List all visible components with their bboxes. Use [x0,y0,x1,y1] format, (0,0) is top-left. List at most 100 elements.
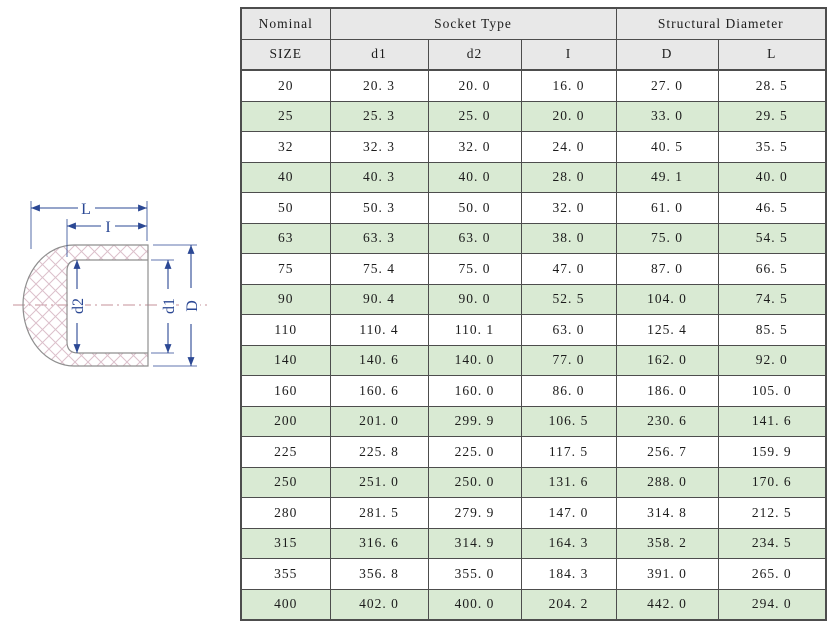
table-cell: 25. 0 [427,100,522,132]
table-cell: 201. 0 [329,405,429,437]
table-cell: 104. 0 [615,283,719,315]
table-cell: 356. 8 [329,558,429,590]
dimension-table: Nominal Socket Type Structural Diameter … [240,7,827,621]
dimension-label-D: D [184,300,201,312]
table-cell: 25 [240,100,331,132]
table-cell: 40. 3 [329,161,429,193]
header-row-groups: Nominal Socket Type Structural Diameter [240,7,827,40]
table-cell: 281. 5 [329,497,429,529]
table-row: 110 110. 4 110. 1 63. 0 125. 4 85. 5 [240,314,827,346]
table-cell: 279. 9 [427,497,522,529]
table-cell: 164. 3 [520,527,617,559]
table-row: 50 50. 3 50. 0 32. 0 61. 0 46. 5 [240,192,827,224]
table-row: 280 281. 5 279. 9 147. 0 314. 8 212. 5 [240,497,827,529]
header-structural-diameter: Structural Diameter [615,7,827,40]
table-cell: 20. 3 [329,69,429,102]
table-cell: 32 [240,131,331,163]
table-row: 400 402. 0 400. 0 204. 2 442. 0 294. 0 [240,588,827,621]
table-cell: 250. 0 [427,466,522,498]
header-row-columns: SIZE d1 d2 I D L [240,38,827,71]
table-cell: 225 [240,436,331,468]
dimension-table-wrap: Nominal Socket Type Structural Diameter … [240,7,827,621]
table-cell: 16. 0 [520,69,617,102]
table-cell: 110. 4 [329,314,429,346]
table-cell: 54. 5 [717,222,827,254]
table-row: 225 225. 8 225. 0 117. 5 256. 7 159. 9 [240,436,827,468]
table-cell: 29. 5 [717,100,827,132]
table-cell: 33. 0 [615,100,719,132]
table-cell: 314. 9 [427,527,522,559]
table-cell: 170. 6 [717,466,827,498]
table-row: 315 316. 6 314. 9 164. 3 358. 2 234. 5 [240,527,827,559]
table-cell: 355 [240,558,331,590]
header-d: D [615,38,719,71]
page: { "colors": { "row-alt": "#d9ead3", "hea… [10,7,827,621]
table-cell: 204. 2 [520,588,617,621]
table-cell: 90. 0 [427,283,522,315]
table-row: 160 160. 6 160. 0 86. 0 186. 0 105. 0 [240,375,827,407]
table-cell: 32. 3 [329,131,429,163]
table-cell: 160 [240,375,331,407]
cap-drawing-svg: L I d2 d1 [13,198,210,367]
table-cell: 86. 0 [520,375,617,407]
table-cell: 50. 3 [329,192,429,224]
table-cell: 40. 0 [717,161,827,193]
table-cell: 75 [240,253,331,285]
table-cell: 27. 0 [615,69,719,102]
table-cell: 105. 0 [717,375,827,407]
dimension-I: I [66,216,147,257]
table-cell: 225. 8 [329,436,429,468]
table-cell: 35. 5 [717,131,827,163]
table-cell: 74. 5 [717,283,827,315]
table-cell: 160. 0 [427,375,522,407]
table-cell: 212. 5 [717,497,827,529]
table-cell: 316. 6 [329,527,429,559]
table-cell: 314. 8 [615,497,719,529]
table-cell: 140. 0 [427,344,522,376]
dimension-d1: d1 [151,259,178,354]
table-cell: 294. 0 [717,588,827,621]
table-cell: 402. 0 [329,588,429,621]
table-row: 90 90. 4 90. 0 52. 5 104. 0 74. 5 [240,283,827,315]
header-i: I [520,38,617,71]
table-cell: 49. 1 [615,161,719,193]
table-cell: 63. 0 [427,222,522,254]
table-cell: 87. 0 [615,253,719,285]
table-cell: 147. 0 [520,497,617,529]
table-cell: 160. 6 [329,375,429,407]
table-cell: 75. 0 [427,253,522,285]
table-cell: 141. 6 [717,405,827,437]
table-cell: 90. 4 [329,283,429,315]
table-cell: 358. 2 [615,527,719,559]
table-cell: 38. 0 [520,222,617,254]
table-cell: 40 [240,161,331,193]
table-cell: 75. 0 [615,222,719,254]
table-cell: 265. 0 [717,558,827,590]
table-cell: 46. 5 [717,192,827,224]
table-row: 250 251. 0 250. 0 131. 6 288. 0 170. 6 [240,466,827,498]
table-cell: 75. 4 [329,253,429,285]
table-cell: 251. 0 [329,466,429,498]
cap-diagram: L I d2 d1 [10,193,225,398]
table-cell: 90 [240,283,331,315]
header-size: SIZE [240,38,331,71]
table-cell: 131. 6 [520,466,617,498]
table-cell: 184. 3 [520,558,617,590]
table-cell: 28. 5 [717,69,827,102]
table-cell: 40. 5 [615,131,719,163]
table-row: 355 356. 8 355. 0 184. 3 391. 0 265. 0 [240,558,827,590]
table-cell: 400 [240,588,331,621]
table-cell: 47. 0 [520,253,617,285]
table-row: 32 32. 3 32. 0 24. 0 40. 5 35. 5 [240,131,827,163]
header-d2: d2 [427,38,522,71]
header-socket-type: Socket Type [329,7,617,40]
table-cell: 63. 0 [520,314,617,346]
dimension-label-L: L [81,201,91,218]
header-nominal: Nominal [240,7,331,40]
table-cell: 234. 5 [717,527,827,559]
table-cell: 110. 1 [427,314,522,346]
table-cell: 25. 3 [329,100,429,132]
table-row: 63 63. 3 63. 0 38. 0 75. 0 54. 5 [240,222,827,254]
table-cell: 20. 0 [427,69,522,102]
